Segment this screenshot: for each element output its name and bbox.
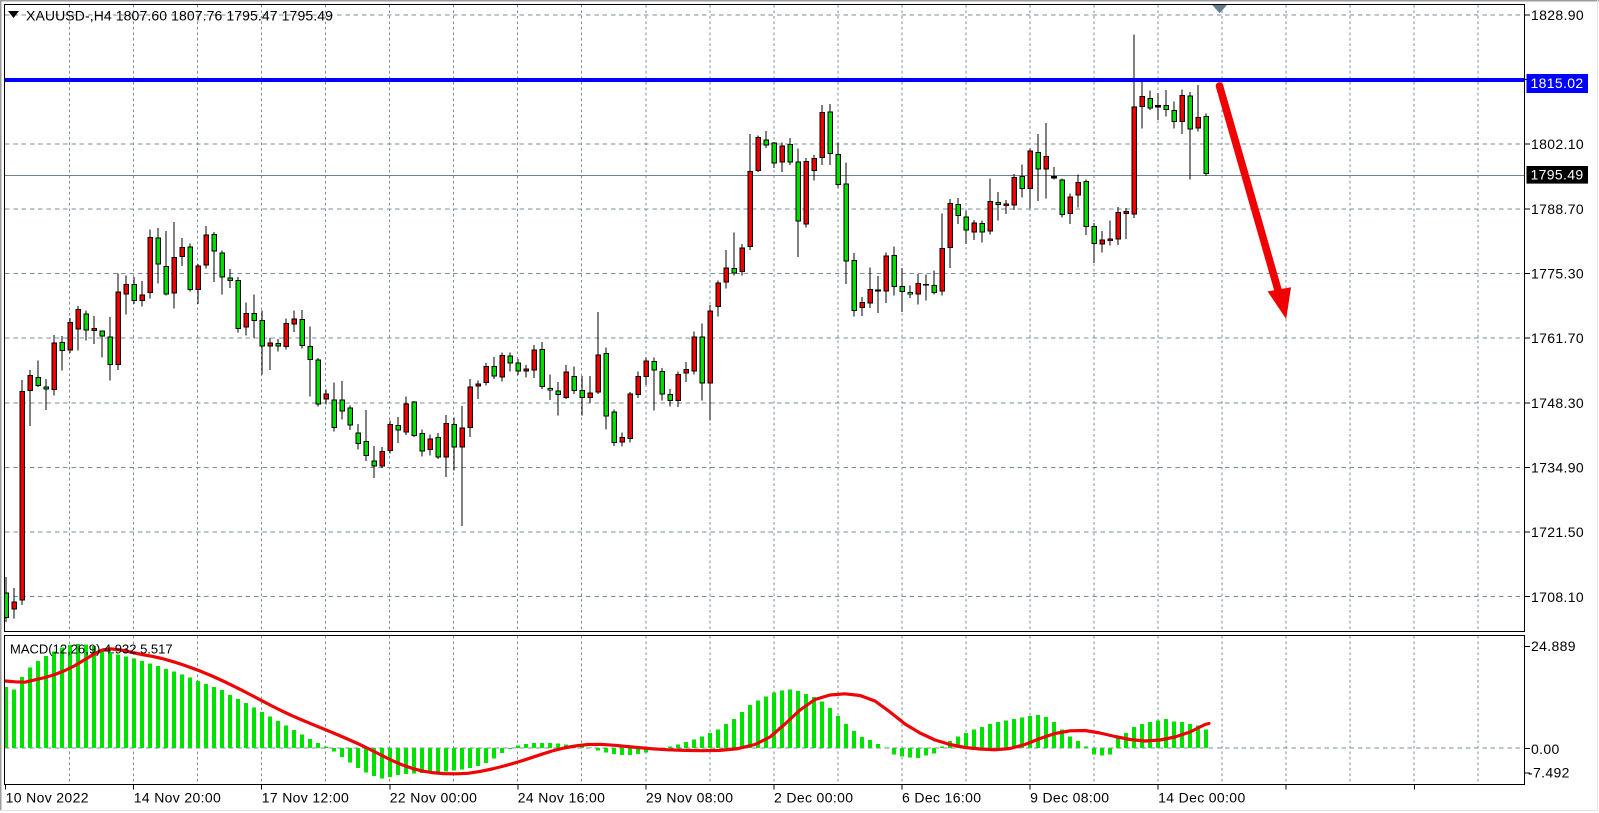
svg-text:24 Nov 16:00: 24 Nov 16:00 (518, 790, 605, 806)
svg-text:17 Nov 12:00: 17 Nov 12:00 (262, 790, 349, 806)
svg-text:1708.10: 1708.10 (1531, 589, 1584, 605)
svg-text:1734.90: 1734.90 (1531, 460, 1584, 476)
svg-text:1761.70: 1761.70 (1531, 330, 1584, 346)
svg-text:24.889: 24.889 (1531, 638, 1576, 654)
svg-text:1815.02: 1815.02 (1531, 75, 1584, 91)
svg-text:6 Dec 16:00: 6 Dec 16:00 (902, 790, 981, 806)
svg-text:1721.50: 1721.50 (1531, 524, 1584, 540)
svg-text:29 Nov 08:00: 29 Nov 08:00 (646, 790, 733, 806)
svg-text:1748.30: 1748.30 (1531, 395, 1584, 411)
svg-text:14 Nov 20:00: 14 Nov 20:00 (134, 790, 221, 806)
svg-text:1802.10: 1802.10 (1531, 136, 1584, 152)
svg-text:1788.70: 1788.70 (1531, 201, 1584, 217)
svg-text:10 Nov 2022: 10 Nov 2022 (6, 790, 89, 806)
svg-text:XAUUSD-,H4 1807.60 1807.76 17: XAUUSD-,H4 1807.60 1807.76 1795.47 1795.… (26, 8, 333, 24)
svg-text:14 Dec 00:00: 14 Dec 00:00 (1158, 790, 1245, 806)
svg-text:0.00: 0.00 (1531, 741, 1560, 757)
svg-text:1828.90: 1828.90 (1531, 7, 1584, 23)
svg-text:22 Nov 00:00: 22 Nov 00:00 (390, 790, 477, 806)
svg-text:2 Dec 00:00: 2 Dec 00:00 (774, 790, 853, 806)
svg-text:MACD(12,26,9) 4.932 5.517: MACD(12,26,9) 4.932 5.517 (10, 641, 173, 656)
svg-text:-7.492: -7.492 (1528, 764, 1570, 780)
svg-text:9 Dec 08:00: 9 Dec 08:00 (1030, 790, 1109, 806)
svg-text:1775.30: 1775.30 (1531, 266, 1584, 282)
svg-text:1795.49: 1795.49 (1531, 167, 1584, 183)
